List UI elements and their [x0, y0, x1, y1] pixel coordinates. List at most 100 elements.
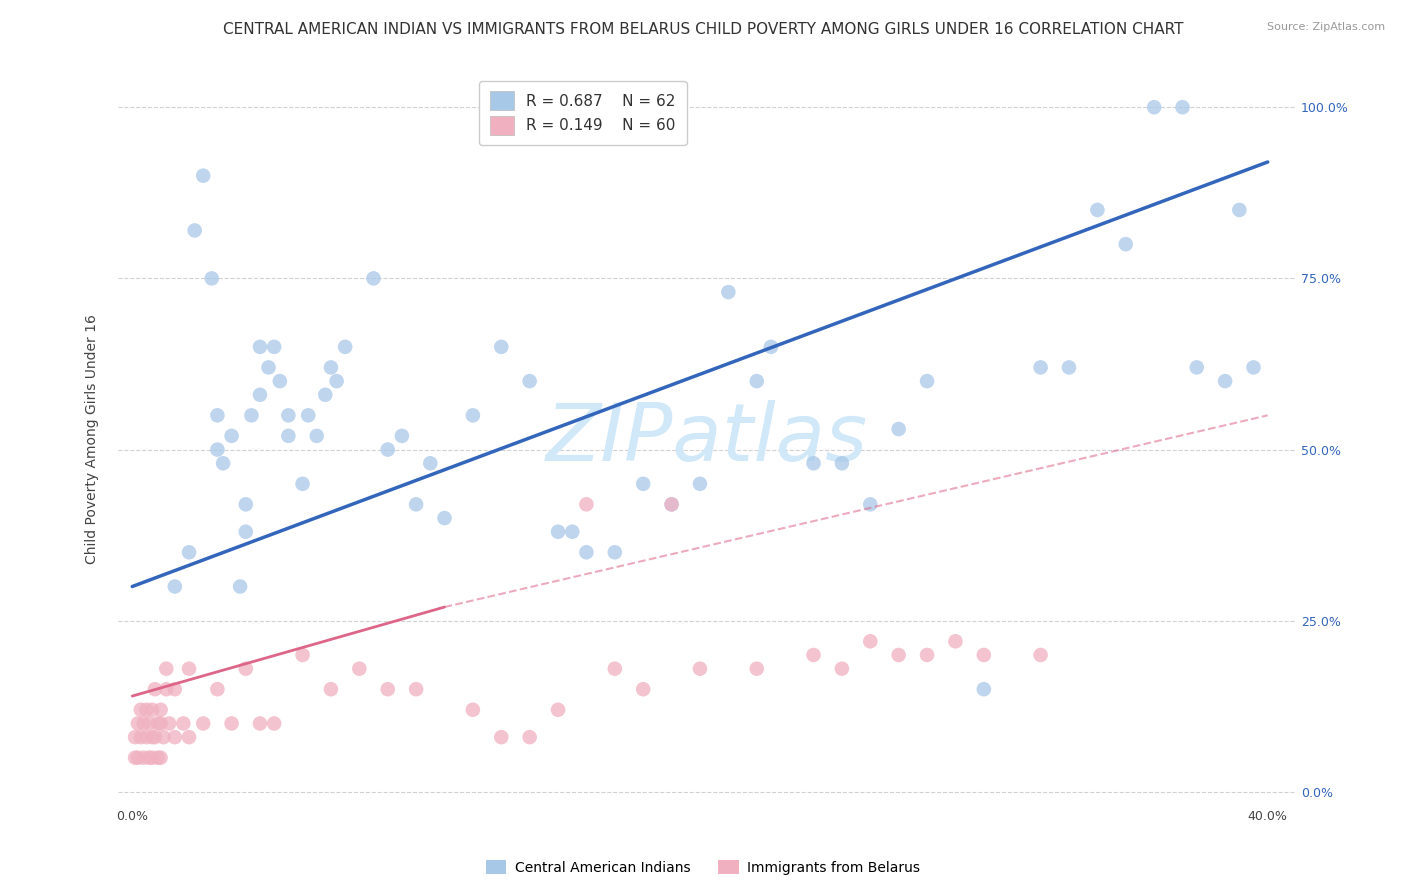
Point	[207, 682, 229, 697]
Point	[333, 340, 356, 354]
Point	[1171, 100, 1194, 114]
Point	[319, 360, 342, 375]
Point	[163, 580, 186, 594]
Legend: R = 0.687    N = 62, R = 0.149    N = 60: R = 0.687 N = 62, R = 0.149 N = 60	[479, 80, 686, 145]
Point	[405, 497, 427, 511]
Point	[141, 750, 163, 764]
Point	[689, 476, 711, 491]
Point	[135, 703, 157, 717]
Point	[124, 750, 146, 764]
Point	[155, 662, 177, 676]
Point	[127, 716, 149, 731]
Point	[157, 716, 180, 731]
Point	[1243, 360, 1265, 375]
Point	[149, 716, 172, 731]
Point	[603, 662, 626, 676]
Point	[193, 716, 215, 731]
Point	[135, 730, 157, 744]
Point	[745, 662, 768, 676]
Point	[575, 497, 598, 511]
Point	[143, 730, 166, 744]
Point	[177, 730, 200, 744]
Point	[229, 580, 252, 594]
Point	[249, 340, 271, 354]
Point	[193, 169, 215, 183]
Point	[146, 716, 169, 731]
Point	[163, 682, 186, 697]
Point	[519, 374, 541, 388]
Point	[1227, 202, 1250, 217]
Point	[1143, 100, 1166, 114]
Point	[915, 374, 938, 388]
Point	[201, 271, 224, 285]
Point	[363, 271, 385, 285]
Point	[138, 750, 160, 764]
Point	[249, 388, 271, 402]
Point	[603, 545, 626, 559]
Point	[177, 662, 200, 676]
Point	[1057, 360, 1080, 375]
Point	[945, 634, 967, 648]
Point	[915, 648, 938, 662]
Point	[235, 662, 257, 676]
Point	[1213, 374, 1236, 388]
Point	[377, 682, 399, 697]
Point	[240, 409, 263, 423]
Point	[1115, 237, 1137, 252]
Point	[661, 497, 683, 511]
Point	[391, 429, 413, 443]
Point	[207, 442, 229, 457]
Point	[277, 429, 299, 443]
Point	[291, 648, 314, 662]
Point	[491, 340, 513, 354]
Point	[221, 429, 243, 443]
Point	[249, 716, 271, 731]
Point	[519, 730, 541, 744]
Point	[141, 730, 163, 744]
Point	[177, 545, 200, 559]
Point	[149, 703, 172, 717]
Point	[405, 682, 427, 697]
Point	[547, 703, 569, 717]
Point	[349, 662, 371, 676]
Point	[263, 716, 285, 731]
Point	[831, 662, 853, 676]
Point	[127, 750, 149, 764]
Text: CENTRAL AMERICAN INDIAN VS IMMIGRANTS FROM BELARUS CHILD POVERTY AMONG GIRLS UND: CENTRAL AMERICAN INDIAN VS IMMIGRANTS FR…	[222, 22, 1184, 37]
Point	[207, 409, 229, 423]
Point	[377, 442, 399, 457]
Point	[132, 750, 155, 764]
Point	[859, 634, 882, 648]
Text: ZIPatlas: ZIPatlas	[546, 401, 868, 478]
Y-axis label: Child Poverty Among Girls Under 16: Child Poverty Among Girls Under 16	[86, 314, 100, 565]
Point	[297, 409, 319, 423]
Point	[631, 476, 654, 491]
Point	[132, 716, 155, 731]
Point	[149, 750, 172, 764]
Point	[314, 388, 336, 402]
Point	[257, 360, 280, 375]
Point	[1085, 202, 1108, 217]
Legend: Central American Indians, Immigrants from Belarus: Central American Indians, Immigrants fro…	[479, 855, 927, 880]
Point	[141, 703, 163, 717]
Point	[152, 730, 174, 744]
Point	[319, 682, 342, 697]
Point	[221, 716, 243, 731]
Point	[973, 648, 995, 662]
Point	[887, 422, 910, 436]
Point	[1185, 360, 1208, 375]
Point	[803, 648, 825, 662]
Point	[433, 511, 456, 525]
Point	[235, 497, 257, 511]
Point	[745, 374, 768, 388]
Point	[155, 682, 177, 697]
Point	[212, 456, 235, 470]
Point	[172, 716, 194, 731]
Point	[138, 716, 160, 731]
Point	[461, 703, 484, 717]
Point	[759, 340, 782, 354]
Point	[973, 682, 995, 697]
Point	[461, 409, 484, 423]
Point	[661, 497, 683, 511]
Point	[803, 456, 825, 470]
